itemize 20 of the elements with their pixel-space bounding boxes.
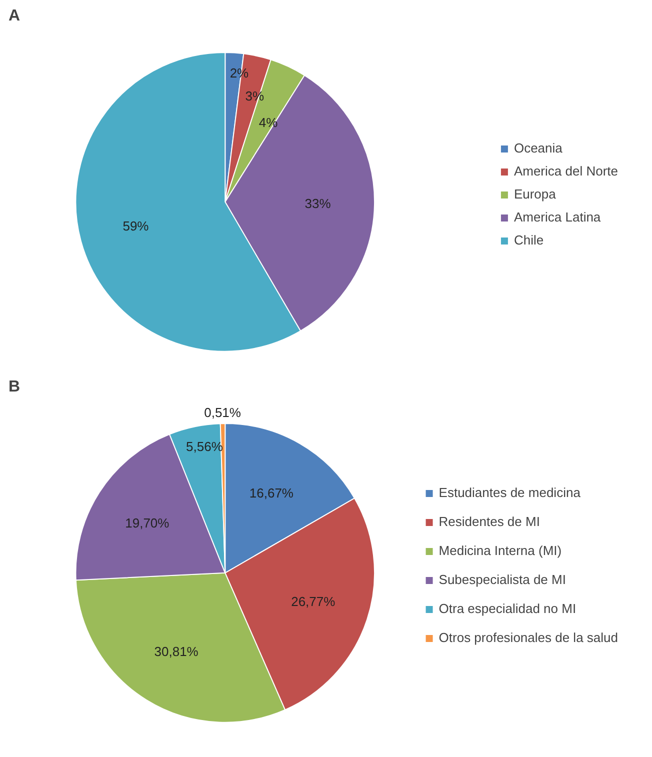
legend-label: Otra especialidad no MI — [438, 601, 576, 616]
legend-label: Oceania — [514, 140, 562, 156]
legend-label: Europa — [514, 186, 556, 202]
legend-label: Chile — [514, 232, 544, 248]
legend-label: Residentes de MI — [438, 514, 540, 529]
data-label: 19,70% — [125, 516, 170, 531]
data-label: 16,67% — [249, 486, 294, 501]
chart-title: A — [8, 8, 20, 24]
data-label: 33% — [304, 196, 332, 211]
legend-label: America Latina — [514, 210, 601, 224]
legend-label: America del Norte — [514, 164, 618, 178]
data-label: 0,51% — [204, 404, 242, 420]
legend-label: Medicina Interna (MI) — [438, 543, 562, 558]
data-label: 59% — [122, 218, 150, 234]
legend-label: Otros profesionales de la salud — [438, 630, 618, 645]
data-label: 26,77% — [291, 594, 336, 610]
chart-title: B — [8, 378, 20, 396]
legend-label: Estudiantes de medicina — [438, 485, 580, 500]
data-label: 30,81% — [154, 644, 199, 659]
legend-label: Subespecialista de MI — [438, 572, 566, 587]
